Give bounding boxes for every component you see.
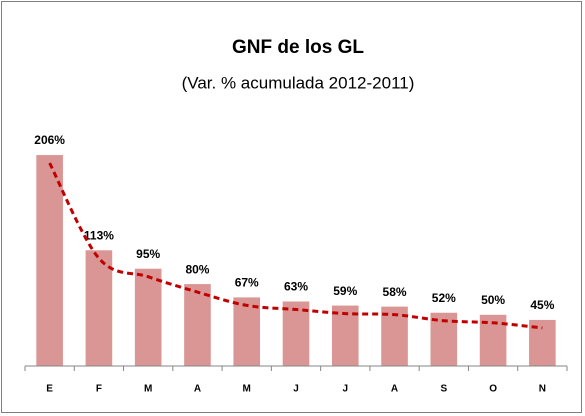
x-tick-label: O [489, 384, 497, 395]
data-label: 58% [383, 285, 407, 299]
trend-line [48, 162, 543, 330]
data-label: 95% [136, 247, 160, 261]
x-tick-label: A [194, 384, 201, 395]
bar [282, 301, 310, 366]
x-tick-label: J [293, 384, 299, 395]
data-label: 206% [34, 133, 65, 147]
data-label: 113% [84, 228, 114, 242]
chart-subtitle: (Var. % acumulada 2012-2011) [182, 73, 415, 92]
bar [134, 268, 162, 366]
x-tick-label: J [342, 384, 348, 395]
data-label: 80% [185, 262, 209, 276]
x-tick-label: F [96, 384, 102, 395]
x-tick-label: N [539, 384, 546, 395]
data-label: 63% [284, 280, 308, 294]
data-label: 67% [235, 276, 259, 290]
bar [36, 155, 63, 366]
data-label: 50% [481, 293, 505, 307]
x-tick-label: S [440, 384, 447, 395]
bar [331, 305, 359, 366]
data-label: 45% [530, 298, 554, 312]
x-tick-label: M [243, 384, 251, 395]
chart-title: GNF de los GL [232, 37, 364, 58]
data-label: 59% [333, 284, 357, 298]
bar [233, 297, 261, 366]
bar [85, 250, 113, 366]
x-tick-label: M [144, 384, 152, 395]
x-tick-label: A [391, 384, 398, 395]
x-tick-label: E [46, 384, 53, 395]
data-label: 52% [432, 291, 456, 305]
bar [184, 284, 211, 366]
